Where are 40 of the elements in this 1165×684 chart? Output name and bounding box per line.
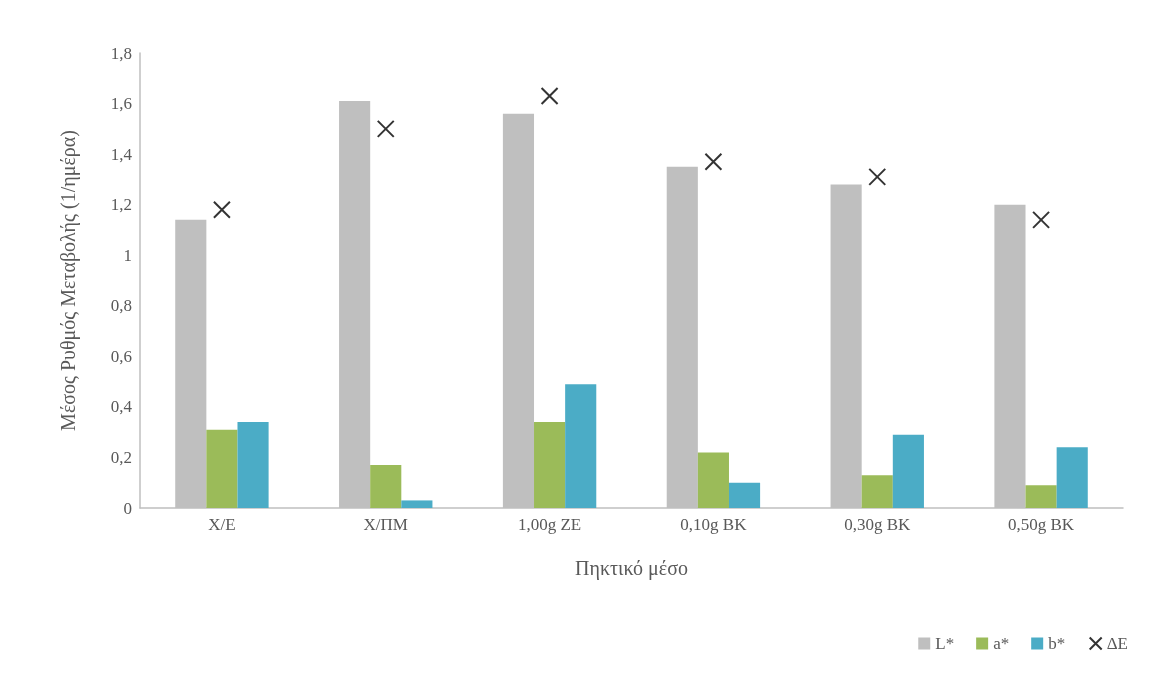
bar	[892, 434, 924, 508]
x-tick-label: Χ/ΠΜ	[363, 515, 408, 534]
y-tick-label: 1,8	[110, 43, 132, 63]
y-tick-label: 1	[123, 245, 132, 265]
y-tick-label: 0,2	[110, 447, 132, 467]
y-tick-label: 0,4	[110, 397, 133, 417]
bar	[370, 465, 402, 508]
bar	[534, 422, 566, 508]
bar	[697, 452, 729, 508]
y-tick-label: 0,6	[110, 346, 132, 366]
x-axis-title: Πηκτικό μέσο	[575, 557, 688, 580]
point	[1032, 210, 1051, 229]
point	[212, 200, 231, 219]
legend-label: L*	[935, 634, 955, 653]
bar	[1056, 447, 1088, 508]
y-tick-label: 1,2	[110, 195, 132, 215]
bar	[728, 482, 761, 508]
legend-label: ΔΕ	[1106, 634, 1129, 653]
legend-label: a*	[993, 634, 1010, 653]
y-tick-label: 1,4	[110, 144, 133, 164]
y-tick-label: 0,8	[110, 296, 132, 316]
bar	[237, 422, 269, 508]
y-tick-label: 0	[123, 498, 132, 518]
point	[868, 167, 887, 186]
x-tick-label: 0,10g ΒΚ	[680, 515, 748, 534]
x-tick-label: Χ/Ε	[208, 515, 236, 534]
x-tick-label: 0,30g ΒΚ	[844, 515, 912, 534]
bar	[565, 384, 597, 508]
point	[704, 152, 723, 171]
x-tick-label: 0,50g ΒΚ	[1008, 515, 1075, 534]
legend-label: b*	[1048, 634, 1066, 653]
bar	[1025, 485, 1057, 508]
bar	[206, 429, 238, 508]
x-tick-label: 1,00g ΖΕ	[517, 515, 582, 534]
point	[540, 86, 559, 105]
bar	[861, 475, 893, 508]
y-tick-label: 1,6	[110, 94, 132, 114]
point	[376, 119, 395, 138]
y-axis-title: Μέσος Ρυθμός Μεταβολής (1/ημέρα)	[57, 130, 80, 431]
bar	[401, 500, 433, 508]
